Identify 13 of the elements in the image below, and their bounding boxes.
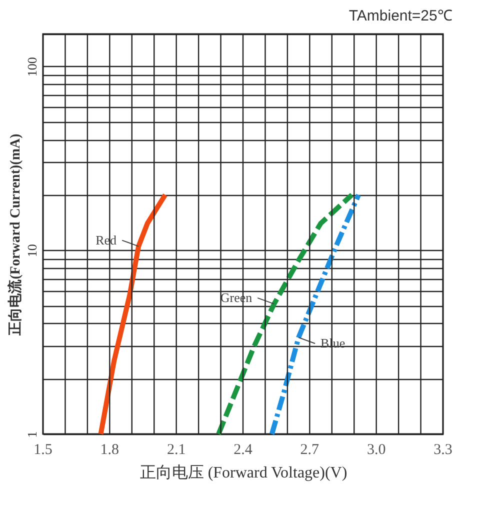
x-tick-label: 2.7	[300, 442, 320, 458]
x-tick-label: 3.0	[366, 442, 386, 458]
x-tick-label: 1.8	[100, 442, 120, 458]
y-tick-label: 1	[24, 431, 40, 438]
y-tick-label: 10	[24, 244, 40, 258]
x-axis-title: 正向电压 (Forward Voltage)(V)	[140, 464, 348, 482]
y-tick-label: 100	[24, 57, 40, 77]
x-tick-label: 3.3	[434, 442, 452, 458]
x-tick-label: 2.4	[234, 442, 253, 458]
y-axis-title: 正向电流(Forward Current)(mA)	[6, 133, 24, 336]
x-tick-label: 1.5	[34, 442, 52, 458]
chart-title: TAmbient=25℃	[348, 7, 452, 24]
x-tick-label: 2.1	[166, 442, 186, 458]
